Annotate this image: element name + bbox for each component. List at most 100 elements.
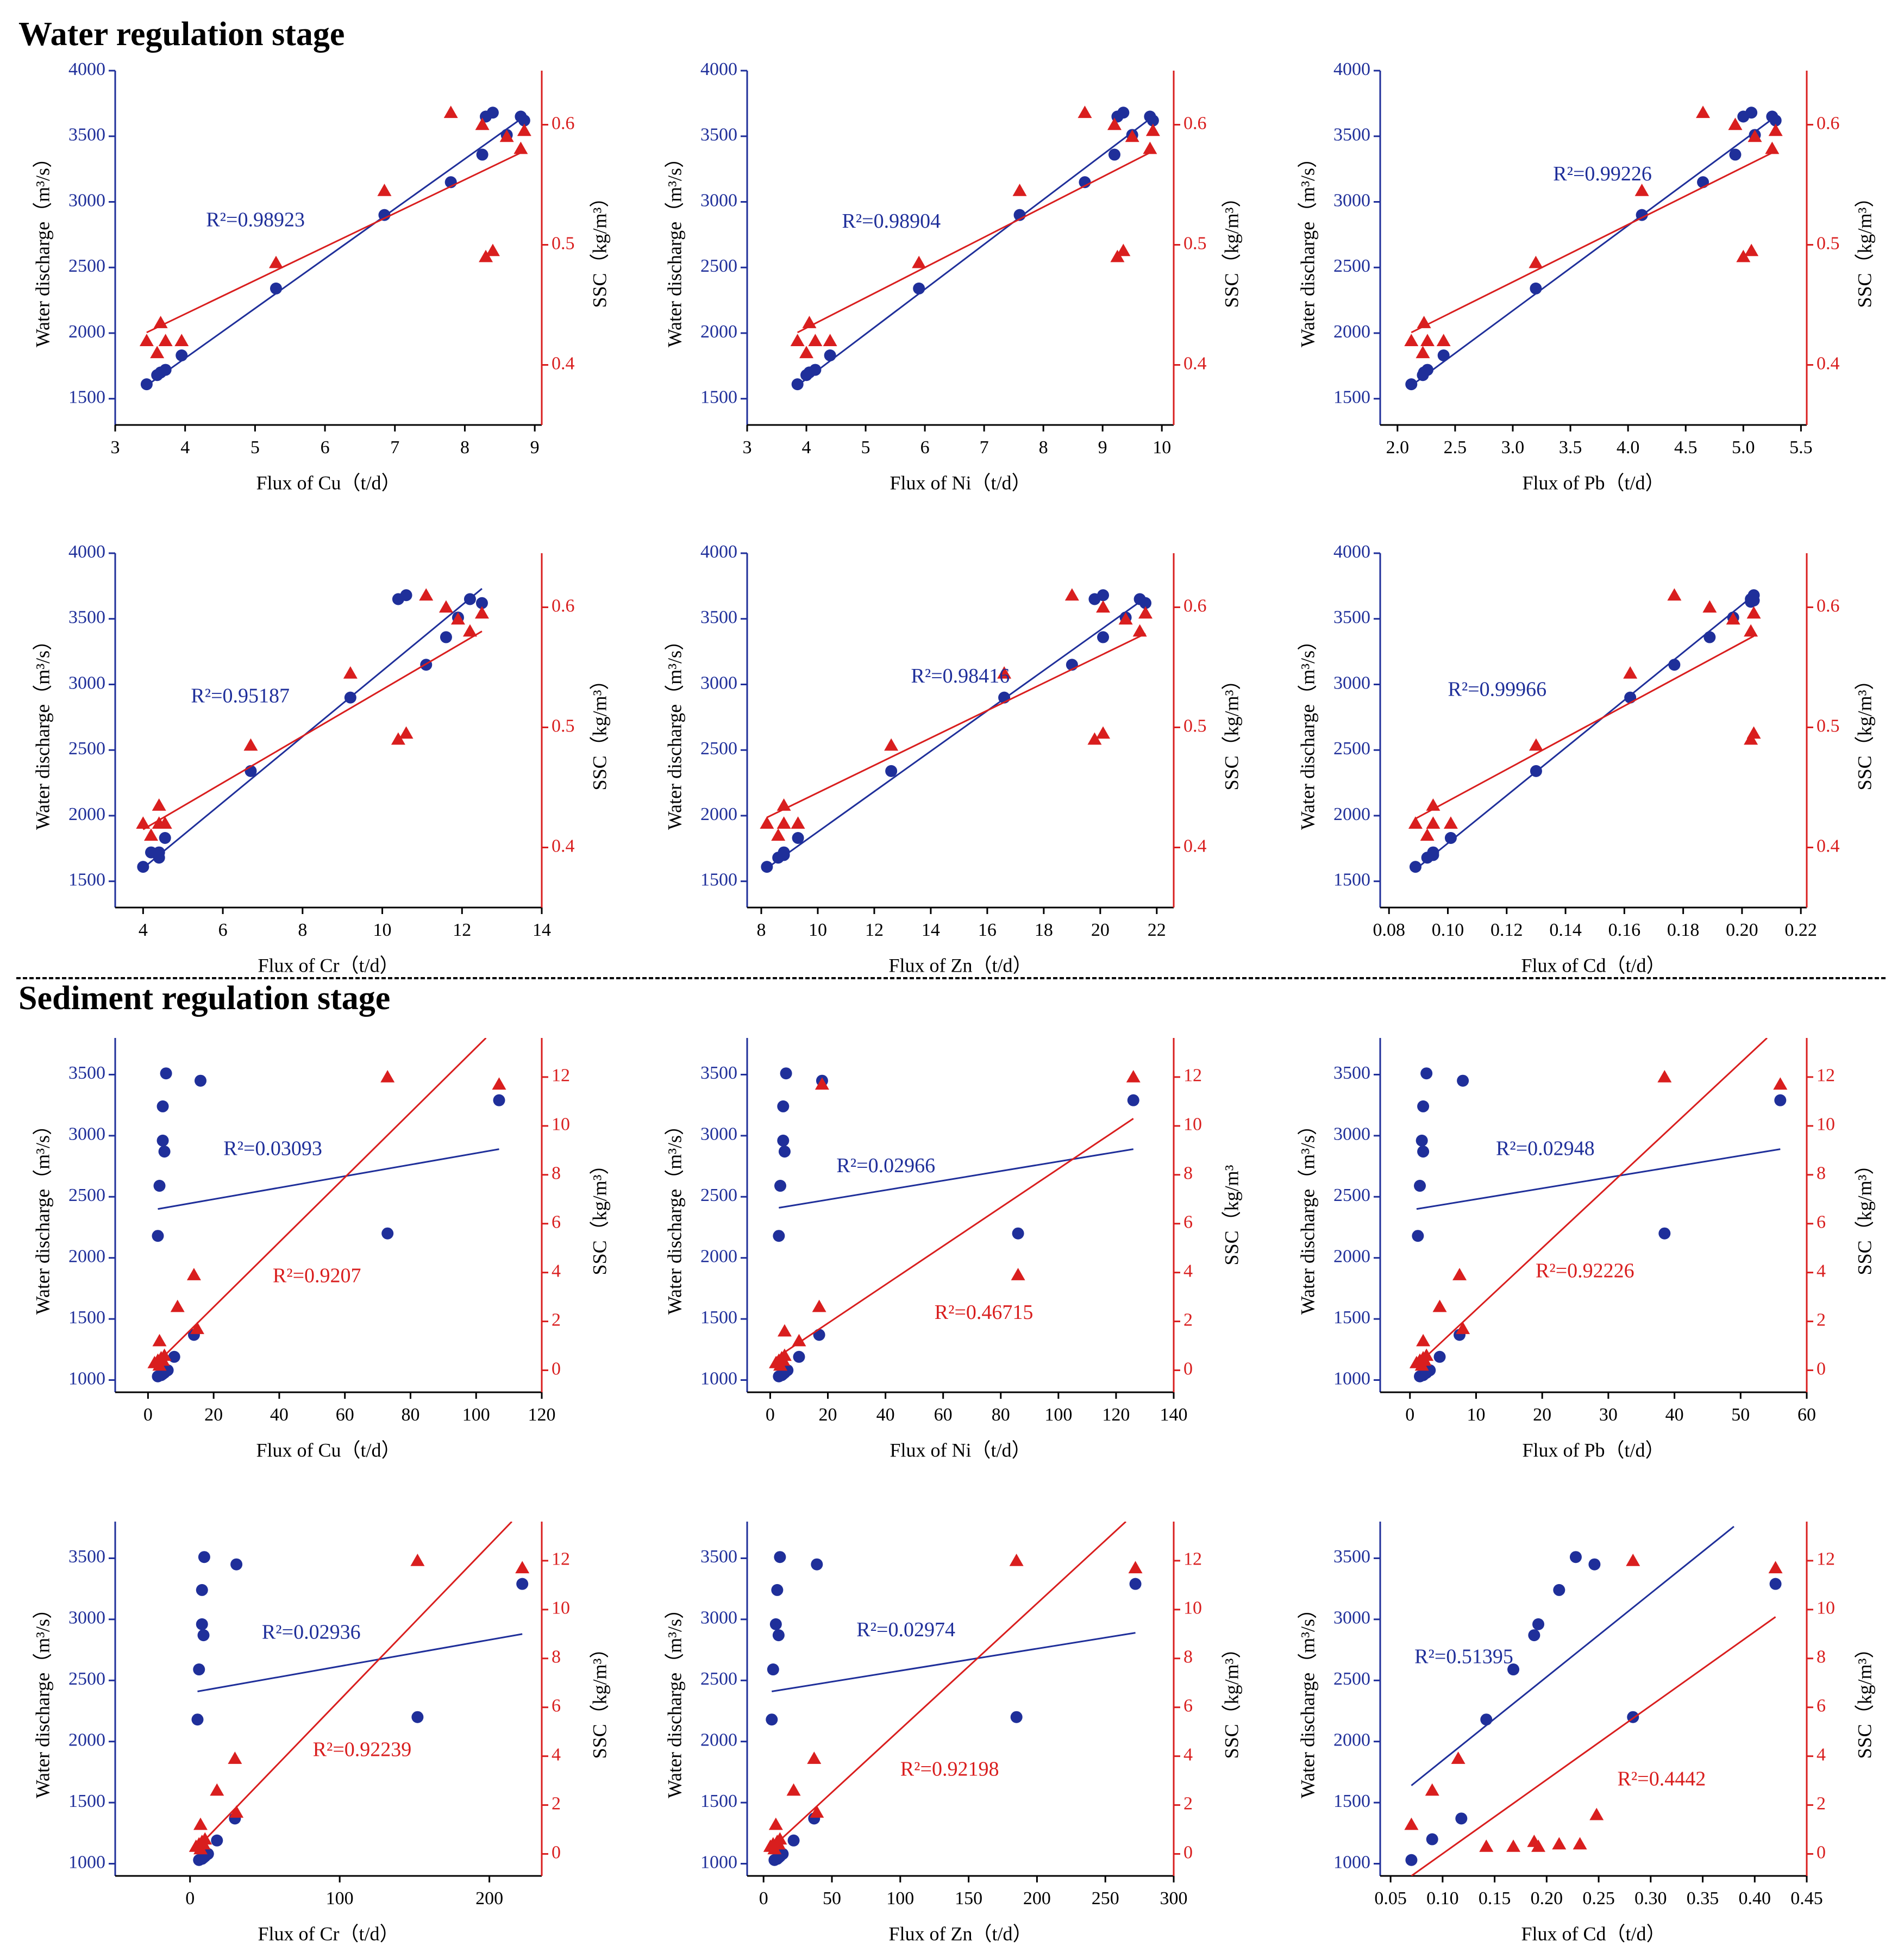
data-point-circle: [1012, 1227, 1024, 1240]
x-axis-label: Flux of Pb（t/d）: [1522, 1439, 1664, 1461]
y2-tick-label: 0.4: [1183, 353, 1207, 373]
y-axis-label: Water discharge（m³/s）: [32, 1599, 53, 1798]
data-point-triangle: [1506, 1840, 1521, 1852]
y2-tick-label: 0.6: [1817, 596, 1840, 616]
data-point-triangle: [144, 828, 159, 841]
data-point-circle: [193, 1663, 205, 1676]
fit-line-red: [766, 633, 1146, 818]
y2-tick-label: 12: [1183, 1549, 1202, 1569]
data-point-circle: [197, 1629, 210, 1642]
x-axis-label: Flux of Cr（t/d）: [258, 954, 399, 976]
y2-tick-label: 10: [552, 1598, 570, 1618]
fit-line-red: [1415, 635, 1755, 819]
data-point-triangle: [1529, 738, 1543, 751]
data-point-triangle: [170, 1299, 185, 1312]
y-tick-label: 3000: [68, 1124, 105, 1144]
r2-label-red: R²=0.92198: [900, 1757, 999, 1780]
data-point-circle: [153, 846, 165, 859]
data-point-triangle: [1456, 1322, 1470, 1334]
x-tick-label: 12: [453, 920, 471, 940]
y2-tick-label: 0: [1183, 1359, 1193, 1379]
x-tick-label: 40: [876, 1405, 895, 1425]
chart-panel-7: 0 20 40 60 80 100 120 1401000150020002500300035…: [663, 1038, 1242, 1461]
data-point-triangle: [399, 726, 414, 739]
y2-axis-label: SSC（kg/m³）: [1220, 671, 1242, 791]
y-tick-label: 3500: [1333, 125, 1370, 145]
r2-label-red: R²=0.92239: [313, 1738, 412, 1761]
data-point-circle: [1532, 1618, 1545, 1630]
y-axis-label: Water discharge（m³/s）: [663, 631, 685, 830]
y2-tick-label: 10: [1817, 1115, 1835, 1135]
x-tick-label: 0: [759, 1888, 768, 1909]
data-point-triangle: [1702, 600, 1717, 613]
x-tick-label: 22: [1148, 920, 1166, 940]
data-point-circle: [137, 861, 149, 873]
fit-line-blue: [779, 1148, 1133, 1209]
y-tick-label: 2500: [1333, 256, 1370, 276]
x-tick-label: 10: [1153, 437, 1171, 458]
y-axis-label: Water discharge（m³/s）: [663, 148, 685, 347]
data-point-circle: [493, 1094, 505, 1106]
y-tick-label: 2000: [1333, 1730, 1370, 1750]
y-tick-label: 4000: [1333, 59, 1370, 79]
x-tick-label: 18: [1035, 920, 1053, 940]
x-tick-label: 10: [1467, 1405, 1485, 1425]
data-point-triangle: [1408, 816, 1423, 829]
data-point-triangle: [1768, 1561, 1783, 1574]
x-tick-label: 7: [980, 437, 989, 458]
y-axis-label: Water discharge（m³/s）: [1297, 1599, 1318, 1798]
data-point-circle: [778, 846, 790, 859]
x-tick-label: 60: [1797, 1405, 1816, 1425]
y-tick-label: 2500: [68, 1669, 105, 1689]
data-point-circle: [159, 364, 172, 376]
data-point-circle: [1097, 631, 1110, 643]
y2-tick-label: 4: [1817, 1261, 1826, 1281]
fit-line-red: [142, 630, 483, 830]
fit-line-red: [769, 1522, 1126, 1850]
y-tick-label: 2500: [700, 1669, 737, 1689]
y-tick-label: 1500: [68, 1791, 105, 1811]
x-tick-label: 50: [1731, 1405, 1750, 1425]
data-point-triangle: [190, 1322, 204, 1334]
y-tick-label: 1500: [1333, 1307, 1370, 1328]
x-tick-label: 0.16: [1608, 920, 1641, 940]
chart-panel-9: 0 100 200 1000 1500 2000 2500 3000 3500 0 2 4 6 8 10 12…: [32, 1522, 610, 1944]
data-point-circle: [1127, 1094, 1139, 1106]
x-tick-label: 5.5: [1789, 437, 1813, 458]
x-tick-label: 0.25: [1582, 1888, 1615, 1909]
data-point-circle: [766, 1713, 778, 1726]
data-point-triangle: [1128, 1561, 1143, 1574]
data-point-circle: [824, 349, 836, 362]
data-point-triangle: [153, 316, 168, 328]
y-tick-label: 4000: [68, 59, 105, 79]
y-tick-label: 1000: [700, 1852, 737, 1872]
x-tick-label: 8: [460, 437, 469, 458]
data-point-triangle: [1116, 243, 1131, 256]
y-axis-label: Water discharge（m³/s）: [32, 631, 53, 830]
x-tick-label: 14: [922, 920, 940, 940]
data-point-triangle: [343, 666, 358, 679]
x-tick-label: 10: [809, 920, 827, 940]
data-point-triangle: [1623, 666, 1638, 679]
y2-tick-label: 0.4: [552, 836, 575, 856]
x-tick-label: 9: [530, 437, 540, 458]
x-tick-label: 0.20: [1531, 1888, 1563, 1909]
y2-tick-label: 6: [1817, 1212, 1826, 1232]
y-tick-label: 1500: [700, 1791, 737, 1811]
x-tick-label: 30: [1599, 1405, 1618, 1425]
data-point-triangle: [410, 1553, 425, 1566]
r2-label-blue: R²=0.51395: [1414, 1646, 1513, 1668]
y2-tick-label: 10: [1183, 1115, 1202, 1135]
data-point-circle: [411, 1711, 424, 1723]
data-point-triangle: [1451, 1751, 1465, 1764]
y2-tick-label: 4: [1183, 1261, 1193, 1281]
x-tick-label: 300: [1160, 1888, 1188, 1909]
y2-tick-label: 0.4: [552, 353, 575, 373]
fit-line-blue: [1416, 1148, 1781, 1210]
y2-tick-label: 8: [552, 1647, 561, 1667]
y-tick-label: 3000: [1333, 1124, 1370, 1144]
x-tick-label: 0.10: [1426, 1888, 1459, 1909]
data-point-circle: [1774, 1094, 1787, 1106]
y-tick-label: 2000: [68, 804, 105, 824]
